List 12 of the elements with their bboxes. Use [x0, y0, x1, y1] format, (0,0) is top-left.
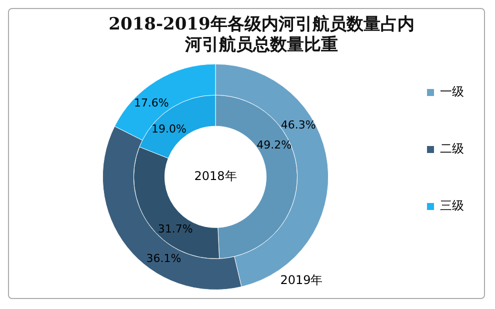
- data-label: 17.6%: [134, 96, 169, 110]
- slice-label: 2019年: [280, 272, 323, 287]
- data-label: 36.1%: [146, 252, 182, 266]
- data-label: 49.2%: [256, 138, 292, 152]
- legend-label: 一级: [440, 84, 464, 99]
- legend-label: 三级: [440, 198, 464, 213]
- data-label: 31.7%: [158, 222, 193, 236]
- data-label: 46.3%: [280, 118, 316, 132]
- chart-title: 2018-2019年各级内河引航员数量占内河引航员总数量比重: [108, 14, 414, 56]
- slice-label: 2018年: [194, 169, 237, 184]
- legend-label: 二级: [440, 142, 464, 156]
- data-label: 19.0%: [152, 122, 187, 136]
